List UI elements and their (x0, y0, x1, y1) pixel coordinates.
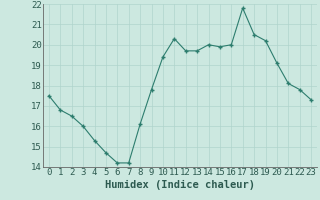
X-axis label: Humidex (Indice chaleur): Humidex (Indice chaleur) (105, 180, 255, 190)
